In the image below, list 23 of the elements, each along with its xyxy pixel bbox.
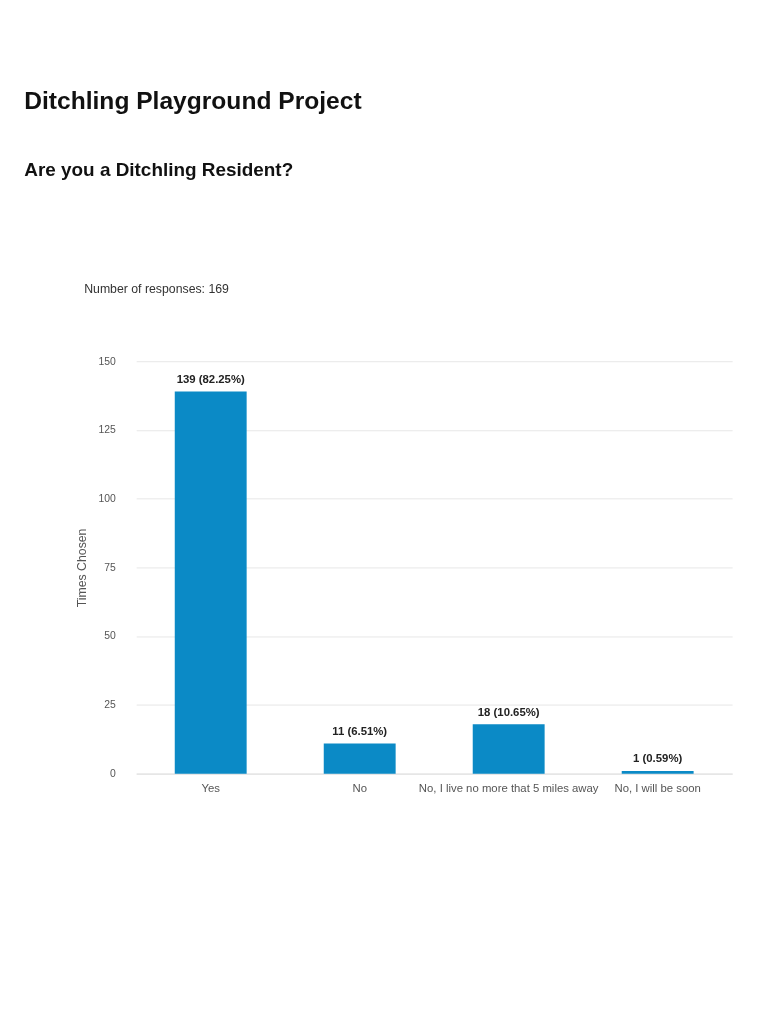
- y-tick-label: 125: [98, 424, 117, 436]
- y-tick-label: 50: [104, 630, 117, 642]
- y-axis-title: Times Chosen: [75, 528, 90, 608]
- bar: [174, 391, 247, 774]
- data-label: 11 (6.51%): [332, 724, 388, 737]
- bar: [472, 724, 545, 774]
- data-label: 139 (82.25%): [176, 372, 245, 385]
- y-tick-label: 100: [98, 493, 117, 504]
- text: Number of responses: 169: [84, 282, 230, 297]
- y-tick-label: 75: [104, 561, 117, 573]
- x-tick-label: No, I live no more that 5 miles away: [418, 782, 599, 795]
- chart-title: Ditchling Playground Project: [24, 86, 362, 114]
- y-tick-label: 0: [110, 767, 117, 779]
- x-tick-label: Yes: [201, 782, 221, 795]
- x-tick-label: No, I will be soon: [614, 782, 701, 795]
- data-label: 1 (0.59%): [633, 752, 683, 765]
- y-tick-label: 25: [104, 699, 117, 711]
- data-label: 18 (10.65%): [477, 705, 540, 718]
- bar: [323, 743, 396, 774]
- bar: [621, 770, 694, 774]
- y-tick-label: 150: [98, 355, 117, 367]
- x-tick-label: No: [352, 782, 367, 795]
- chart-subtitle: Are you a Ditchling Resident?: [24, 158, 294, 180]
